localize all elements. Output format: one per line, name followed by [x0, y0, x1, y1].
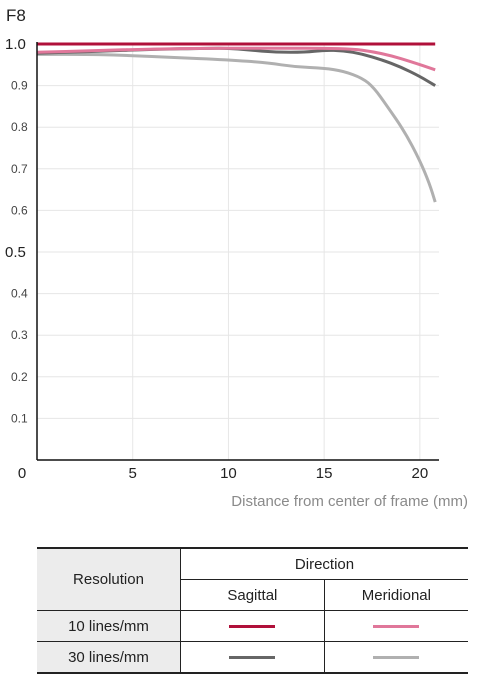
meridional-header: Meridional — [361, 586, 431, 604]
axes — [36, 42, 439, 461]
swatch-meridional-30 — [373, 656, 420, 660]
x-tick-label: 10 — [220, 465, 237, 482]
direction-header: Direction — [180, 547, 468, 580]
x-tick-label: 20 — [412, 465, 429, 482]
legend-row-10: 10 lines/mm — [37, 610, 468, 642]
y-tick-label: 0.4 — [11, 287, 28, 301]
y-tick-label: 0.7 — [11, 162, 28, 176]
legend-table: Resolution Direction Sagittal Meridional… — [37, 547, 468, 674]
x-tick-label: 0 — [18, 465, 26, 482]
legend-header-row: Resolution Direction — [37, 547, 468, 611]
chart-title: F8 — [6, 6, 26, 25]
swatch-cell — [324, 610, 468, 642]
y-tick-label: 1.0 — [5, 36, 26, 53]
x-tick-labels: 0 5 10 15 20 — [18, 465, 428, 482]
legend-subheader-row: Sagittal Meridional — [37, 579, 468, 611]
y-tick-label: 0.3 — [11, 328, 28, 342]
x-tick-label: 5 — [129, 465, 137, 482]
sagittal-header: Sagittal — [180, 579, 325, 611]
series-line-mer10 — [36, 46, 436, 72]
y-tick-labels: 1.0 0.9 0.8 0.7 0.6 0.5 0.4 0.3 0.2 0.1 — [5, 36, 28, 425]
swatch-sagittal-30 — [229, 656, 276, 660]
mtf-chart: F8 1.0 0.9 0.8 0.7 0.6 0.5 0.4 0.3 0.2 0.1 0 5 10 15… — [5, 6, 468, 510]
row-label-10: 10 lines/mm — [37, 610, 181, 642]
x-axis-label: Distance from center of frame (mm) — [231, 493, 468, 510]
y-tick-label: 0.9 — [11, 79, 28, 93]
swatch-meridional-10 — [373, 625, 420, 629]
y-tick-label: 0.1 — [11, 411, 28, 425]
grid-lines — [37, 44, 439, 460]
y-tick-label: 0.8 — [11, 120, 28, 134]
swatch-sagittal-10 — [229, 625, 276, 629]
swatch-cell — [180, 610, 325, 642]
swatch-cell — [180, 641, 325, 674]
y-tick-label: 0.2 — [11, 370, 28, 384]
series-lines — [36, 42, 437, 203]
row-label-30: 30 lines/mm — [37, 641, 181, 674]
y-tick-label: 0.5 — [5, 244, 26, 261]
series-line-mer30 — [36, 52, 437, 203]
y-tick-label: 0.6 — [11, 203, 28, 217]
legend-row-30: 30 lines/mm — [37, 641, 468, 674]
resolution-header: Resolution — [37, 547, 181, 611]
x-tick-label: 15 — [316, 465, 333, 482]
swatch-cell — [324, 641, 468, 674]
